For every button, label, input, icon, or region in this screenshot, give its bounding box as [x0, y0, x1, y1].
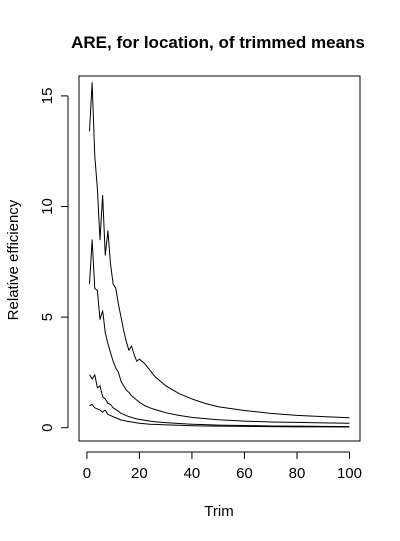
y-tick-label: 10 [39, 198, 56, 215]
x-tick-label: 0 [83, 465, 91, 482]
x-axis: 0 20 40 60 80 100 [83, 451, 362, 482]
x-tick-label: 80 [289, 465, 306, 482]
x-tick-label: 60 [236, 465, 253, 482]
x-axis-label: Trim [204, 503, 233, 520]
y-tick-label: 0 [39, 424, 56, 432]
x-tick-label: 20 [131, 465, 148, 482]
y-axis: 0 5 10 15 [39, 88, 69, 432]
y-axis-label: Relative efficiency [5, 199, 22, 320]
series-layer [89, 82, 350, 428]
x-tick-label: 100 [337, 465, 362, 482]
y-tick-label: 15 [39, 88, 56, 105]
y-tick-label: 5 [39, 313, 56, 321]
series-line-4 [89, 404, 350, 428]
series-line-2 [89, 239, 350, 424]
x-tick-label: 40 [184, 465, 201, 482]
chart-title: ARE, for location, of trimmed means [71, 33, 365, 52]
series-line-1 [89, 82, 350, 419]
series-line-3 [89, 374, 350, 428]
plot-frame [78, 75, 361, 442]
